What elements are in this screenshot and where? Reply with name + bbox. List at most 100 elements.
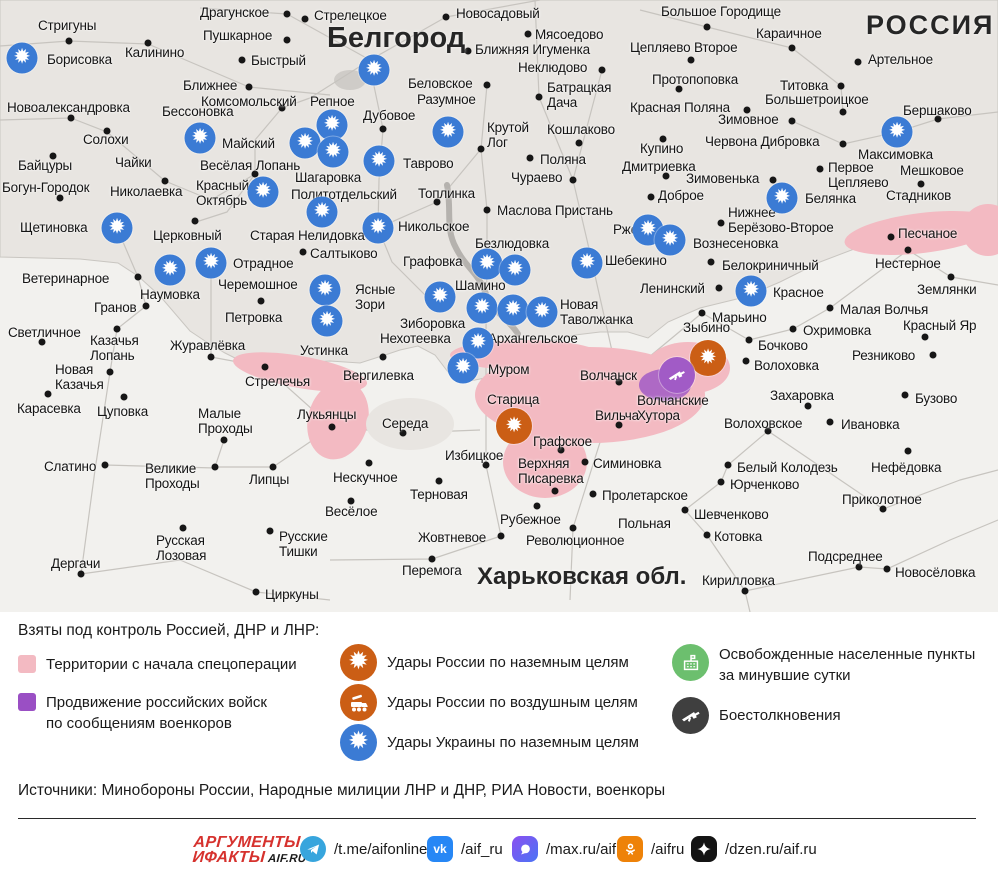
town-dot bbox=[191, 217, 199, 225]
max-icon[interactable] bbox=[512, 836, 538, 862]
dzen-icon[interactable] bbox=[691, 836, 717, 862]
town-label: Юрченково bbox=[730, 477, 800, 492]
town-dot bbox=[854, 58, 862, 66]
town-label: Репное bbox=[310, 94, 355, 109]
ukraine-strike-icon: ✹ bbox=[424, 281, 456, 313]
town-dot bbox=[788, 44, 796, 52]
social-link-telegram[interactable]: /t.me/aifonline bbox=[300, 836, 427, 862]
russia-strike-icon: ✹ bbox=[690, 340, 726, 376]
town-label: Первое Цепляево bbox=[828, 160, 889, 190]
town-dot bbox=[826, 304, 834, 312]
town-dot bbox=[589, 490, 597, 498]
vk-icon[interactable]: vk bbox=[427, 836, 453, 862]
social-handle[interactable]: /dzen.ru/aif.ru bbox=[725, 840, 817, 858]
telegram-icon[interactable] bbox=[300, 836, 326, 862]
ukraine-ground-strike-icon: ✹ bbox=[340, 724, 377, 761]
town-label: Черемошное bbox=[218, 277, 298, 292]
ok-icon[interactable] bbox=[617, 836, 643, 862]
town-label: Шагаровка bbox=[295, 170, 362, 185]
social-handle[interactable]: /aif_ru bbox=[461, 840, 503, 858]
ukraine-strike-icon: ✹ bbox=[466, 292, 498, 324]
town-label: Безлюдовка bbox=[475, 236, 550, 251]
town-dot bbox=[38, 338, 46, 346]
town-dot bbox=[826, 418, 834, 426]
town-label: Отрадное bbox=[233, 256, 294, 271]
town-label: Ближняя Игуменка bbox=[475, 42, 590, 57]
town-dot bbox=[615, 378, 623, 386]
town-dot bbox=[347, 497, 355, 505]
town-dot bbox=[483, 206, 491, 214]
footer: АРГУМЕНТЫ ИФАКТЫ AIF.RU /t.me/aifonline vk… bbox=[0, 832, 998, 872]
town-dot bbox=[839, 140, 847, 148]
ukraine-strike-icon: ✹ bbox=[154, 254, 186, 286]
town-dot bbox=[77, 570, 85, 578]
russia-air-strike-icon bbox=[340, 684, 377, 721]
city-area bbox=[334, 70, 366, 90]
ukraine-strike-icon: ✹ bbox=[471, 248, 503, 280]
town-dot bbox=[299, 248, 307, 256]
town-dot bbox=[659, 135, 667, 143]
town-label: Карасевка bbox=[17, 401, 81, 416]
russia-ground-strike-icon: ✹ bbox=[340, 644, 377, 681]
sources-line: Источники: Минобороны России, Народные м… bbox=[18, 782, 666, 799]
town-dot bbox=[904, 246, 912, 254]
town-label: Песчаное bbox=[898, 226, 958, 241]
social-link-ok[interactable]: /aifru bbox=[617, 836, 684, 862]
ukraine-strike-icon: ✹ bbox=[306, 196, 338, 228]
social-link-vk[interactable]: vk/aif_ru bbox=[427, 836, 503, 862]
town-label: Бессоновка bbox=[162, 104, 234, 119]
ukraine-strike-icon: ✹ bbox=[311, 305, 343, 337]
ukraine-strike-icon: ✹ bbox=[432, 116, 464, 148]
town-label: Большое Городище bbox=[661, 4, 781, 19]
footer-divider bbox=[18, 818, 976, 819]
social-link-max[interactable]: /max.ru/aif bbox=[512, 836, 616, 862]
social-handle[interactable]: /max.ru/aif bbox=[546, 840, 617, 858]
town-dot bbox=[917, 180, 925, 188]
aif-logo-line2: ИФАКТЫ AIF.RU bbox=[191, 849, 307, 866]
town-dot bbox=[106, 368, 114, 376]
town-dot bbox=[261, 363, 269, 371]
town-dot bbox=[251, 170, 259, 178]
town-label: Русские Тишки bbox=[279, 529, 328, 559]
town-label: Цуповка bbox=[97, 404, 149, 419]
social-handle[interactable]: /aifru bbox=[651, 840, 685, 858]
legend-item-ru-air-strikes: Удары России по воздушным целям bbox=[340, 684, 638, 721]
town-label: Титовка bbox=[780, 78, 829, 93]
ukraine-strike-icon: ✹ bbox=[571, 247, 603, 279]
legend-item-ru-ground-strikes: ✹ Удары России по наземным целям bbox=[340, 644, 629, 681]
town-dot bbox=[161, 177, 169, 185]
town-dot bbox=[557, 446, 565, 454]
town-label: Светличное bbox=[8, 325, 81, 340]
town-label: Зимовное bbox=[718, 112, 779, 127]
social-link-dzen[interactable]: /dzen.ru/aif.ru bbox=[691, 836, 817, 862]
town-dot bbox=[252, 588, 260, 596]
town-label: Дергачи bbox=[51, 556, 101, 571]
town-label: Новосёловка bbox=[895, 565, 976, 580]
town-label: Артельное bbox=[868, 52, 933, 67]
town-label: Поляна bbox=[540, 152, 586, 167]
town-dot bbox=[535, 93, 543, 101]
russia-strike-icon: ✹ bbox=[496, 408, 532, 444]
pink-territory-swatch bbox=[18, 655, 36, 673]
town-label: Чураево bbox=[511, 170, 563, 185]
town-label: Максимовка bbox=[858, 147, 933, 162]
town-label: Наумовка bbox=[140, 287, 200, 302]
town-dot bbox=[789, 325, 797, 333]
town-label: Вергилевка bbox=[343, 368, 414, 383]
town-label: Великие Проходы bbox=[145, 461, 200, 491]
town-dot bbox=[101, 461, 109, 469]
liberated-settlement-icon bbox=[672, 644, 709, 681]
map-canvas: Стригуны Борисовка Калинино Драгунское Пушка… bbox=[0, 0, 998, 612]
town-dot bbox=[379, 353, 387, 361]
town-label: Калинино bbox=[125, 45, 185, 60]
town-dot bbox=[269, 463, 277, 471]
town-dot bbox=[901, 391, 909, 399]
social-handle[interactable]: /t.me/aifonline bbox=[334, 840, 428, 858]
town-label: Драгунское bbox=[200, 5, 270, 20]
town-dot bbox=[283, 36, 291, 44]
town-label: Петровка bbox=[225, 310, 283, 325]
town-dot bbox=[379, 125, 387, 133]
town-label: Шамино bbox=[455, 278, 506, 293]
town-label: Шевченково bbox=[694, 507, 769, 522]
town-dot bbox=[717, 478, 725, 486]
